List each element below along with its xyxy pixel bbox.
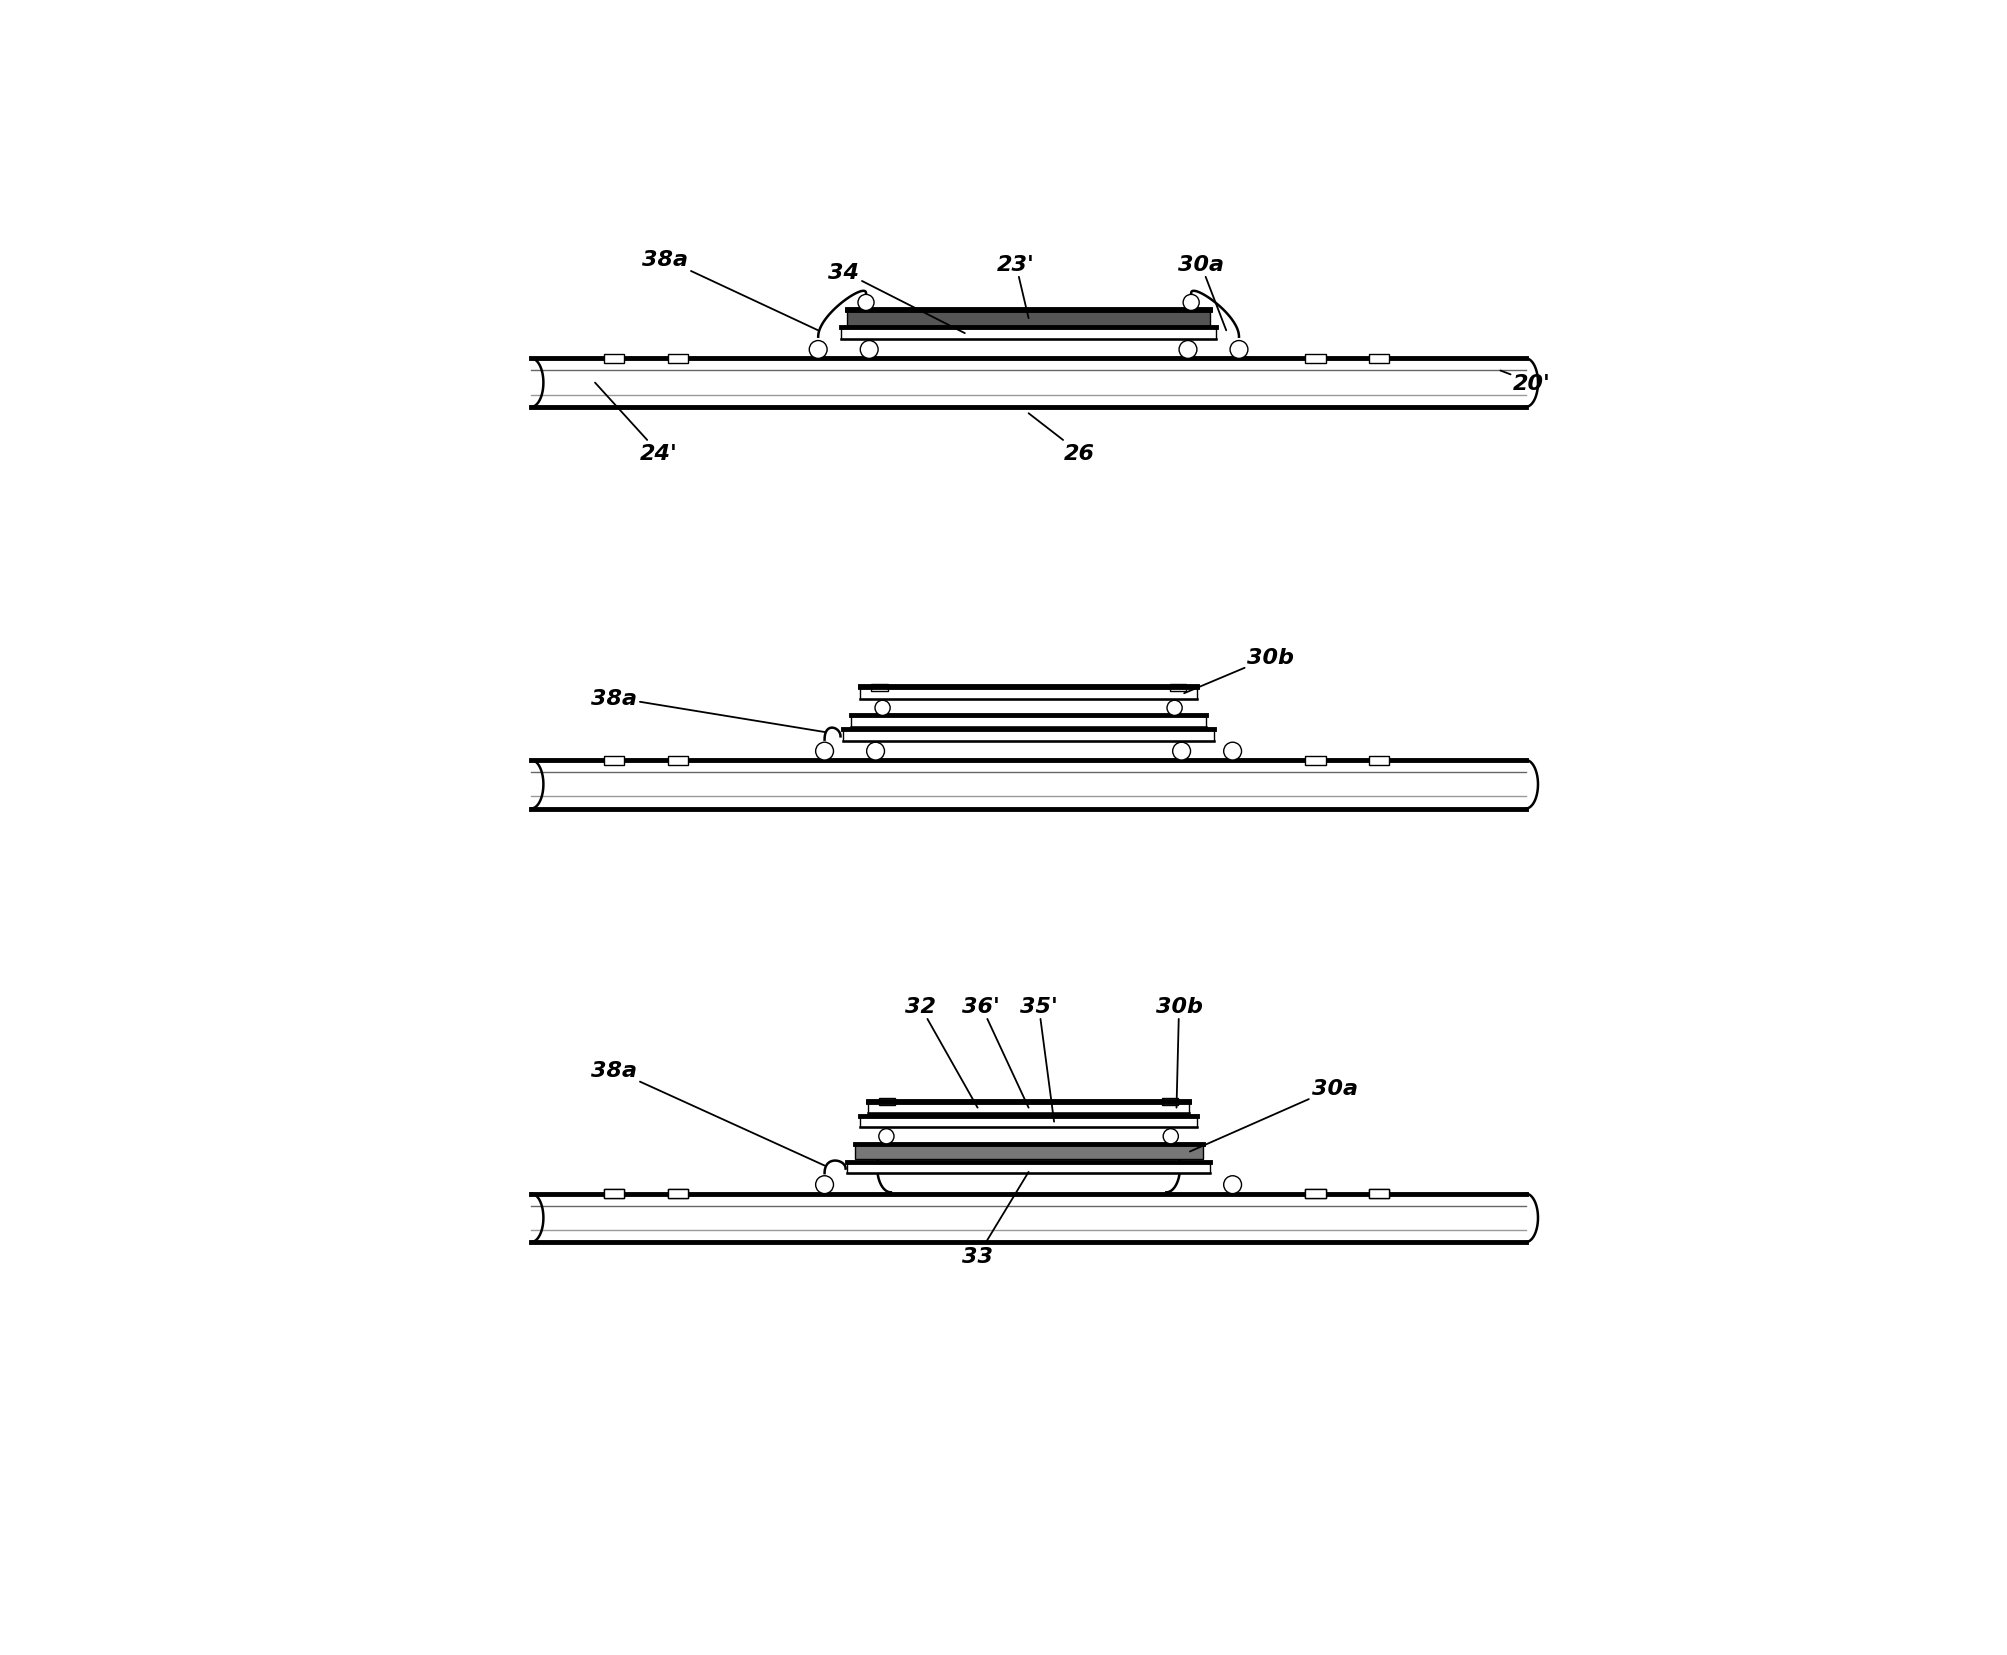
Bar [532,1193,1525,1243]
Circle shape [857,295,873,311]
Text: 38a: 38a [592,1061,825,1165]
Bar [1305,1190,1327,1198]
Bar [1305,756,1327,765]
Text: 26: 26 [1030,414,1096,463]
Bar [867,1102,1190,1114]
Circle shape [809,341,827,359]
Circle shape [815,1177,833,1193]
Bar [871,685,887,692]
Bar [847,1162,1210,1173]
Bar [879,1099,895,1106]
Circle shape [1178,341,1196,359]
Text: 38a: 38a [592,688,825,733]
Bar [604,756,624,765]
Text: 20': 20' [1501,371,1551,394]
Bar [855,1144,1202,1160]
Text: 30b: 30b [1156,996,1202,1107]
Circle shape [1172,743,1190,761]
Bar [1369,354,1389,364]
Bar [851,717,1206,728]
Bar [604,354,624,364]
Text: 35': 35' [1020,996,1058,1122]
Bar [1162,1099,1178,1106]
Circle shape [861,341,879,359]
Circle shape [879,1129,893,1144]
Text: 30a: 30a [1178,255,1226,331]
Bar [1369,1190,1389,1198]
Bar [841,328,1216,339]
Circle shape [1184,295,1200,311]
Bar [668,1190,688,1198]
Text: 38a: 38a [642,250,819,331]
Bar [604,1190,624,1198]
Bar [843,730,1214,741]
Bar [1305,1190,1327,1198]
Circle shape [1224,1177,1242,1193]
Text: 30b: 30b [1184,647,1295,693]
Circle shape [867,743,885,761]
Text: 33: 33 [961,1172,1030,1266]
Bar [861,1115,1196,1127]
Bar [847,311,1210,326]
Circle shape [815,743,833,761]
Bar [668,354,688,364]
Bar [1305,354,1327,364]
Text: 34: 34 [829,263,965,334]
Bar [532,359,1525,407]
Text: 24': 24' [594,384,678,463]
Text: 32: 32 [905,996,977,1107]
Bar [1369,1190,1389,1198]
Bar [604,1190,624,1198]
Text: 36': 36' [963,996,1030,1107]
Circle shape [1164,1129,1178,1144]
Text: 30a: 30a [1190,1077,1357,1152]
Bar [668,1190,688,1198]
Text: 23': 23' [997,255,1036,319]
Bar [532,761,1525,809]
Bar [1369,756,1389,765]
Circle shape [1224,743,1242,761]
Bar [1170,685,1186,692]
Circle shape [1230,341,1248,359]
Bar [861,688,1196,700]
Bar [668,756,688,765]
Circle shape [1166,700,1182,717]
Circle shape [875,700,891,717]
